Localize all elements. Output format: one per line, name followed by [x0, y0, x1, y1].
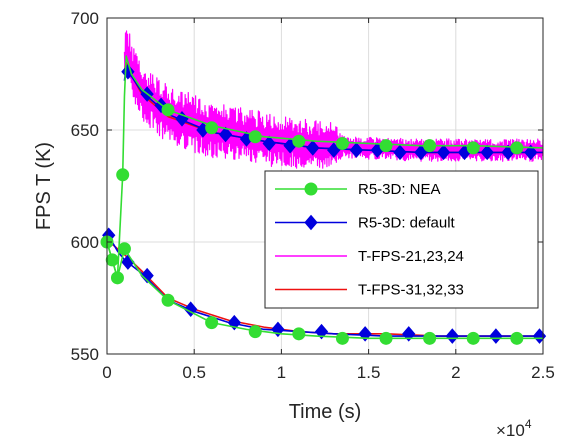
- legend-item: T-FPS-21,23,24: [275, 248, 464, 265]
- data-point: [117, 242, 131, 256]
- y-tick-label: 700: [71, 9, 99, 28]
- data-point: [379, 139, 393, 153]
- x-axis-label: Time (s): [289, 401, 362, 423]
- x-tick-label: 1: [277, 363, 286, 382]
- legend-label: T-FPS-21,23,24: [358, 248, 464, 265]
- x-axis-multiplier: ×104: [496, 417, 532, 440]
- data-point: [466, 141, 480, 155]
- data-point: [423, 331, 437, 345]
- x-tick-label: 2: [451, 363, 460, 382]
- data-point: [116, 168, 130, 182]
- data-point: [445, 328, 459, 344]
- x-tick-label: 1.5: [357, 363, 381, 382]
- y-tick-label: 650: [71, 121, 99, 140]
- data-point: [335, 136, 349, 150]
- x-axis-multiplier-base: ×10: [496, 421, 525, 440]
- x-tick-label: 2.5: [531, 363, 555, 382]
- legend-label: R5-3D: NEA: [358, 181, 441, 198]
- data-point: [110, 271, 124, 285]
- legend-item: T-FPS-31,32,33: [275, 282, 464, 299]
- y-axis-label: FPS T (K): [33, 142, 55, 230]
- y-tick-label: 600: [71, 233, 99, 252]
- data-point: [489, 328, 503, 344]
- data-point: [466, 331, 480, 345]
- x-tick-label: 0.5: [182, 363, 206, 382]
- x-axis-multiplier-exponent: 4: [525, 417, 532, 431]
- legend: R5-3D: NEA R5-3D: default T-FPS-21,23,24 T-…: [264, 170, 539, 309]
- axes-frame: [106, 17, 544, 355]
- data-point: [248, 325, 262, 339]
- axis-ticks: 0 0.5 1 1.5 2 2.5 550 600 650 700: [71, 9, 555, 382]
- series-0: [100, 55, 544, 345]
- data-point: [349, 142, 364, 158]
- data-point: [161, 293, 175, 307]
- data-point: [379, 331, 393, 345]
- data-point: [205, 316, 219, 330]
- data-point: [248, 130, 262, 144]
- data-point: [292, 327, 306, 341]
- data-point: [524, 144, 538, 161]
- data-point: [314, 323, 329, 340]
- data-point: [262, 135, 276, 152]
- data-point: [510, 141, 524, 155]
- data-point: [423, 139, 437, 153]
- data-point: [480, 144, 494, 161]
- legend-item: R5-3D: NEA: [275, 181, 441, 198]
- data-point: [306, 140, 320, 156]
- data-point: [402, 326, 416, 342]
- legend-label: T-FPS-31,32,33: [358, 282, 464, 299]
- series-layer: [100, 30, 547, 345]
- x-tick-label: 0: [102, 363, 111, 382]
- data-point: [218, 126, 233, 143]
- legend-label: R5-3D: default: [358, 215, 456, 232]
- series-line-0-1: [106, 241, 543, 340]
- data-point: [510, 331, 524, 345]
- data-point: [140, 267, 154, 284]
- data-point: [161, 103, 175, 117]
- data-point: [393, 144, 407, 161]
- y-tick-label: 550: [71, 345, 99, 364]
- data-point: [335, 331, 349, 345]
- legend-marker: [304, 182, 318, 196]
- series-1: [102, 63, 547, 344]
- data-point: [292, 134, 306, 148]
- data-point: [205, 121, 219, 135]
- series-line-0-0: [106, 55, 544, 279]
- legend-marker: [304, 214, 318, 231]
- data-point: [436, 144, 451, 161]
- legend-item: R5-3D: default: [275, 215, 456, 232]
- data-point: [105, 253, 119, 267]
